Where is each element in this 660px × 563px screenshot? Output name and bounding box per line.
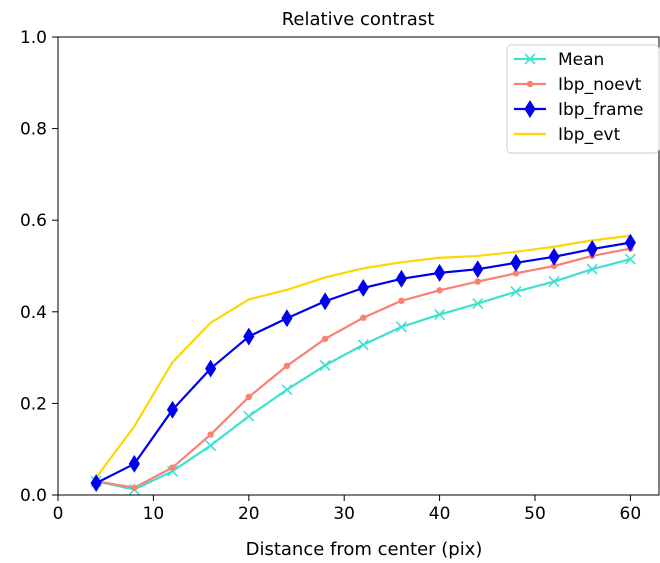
legend-marker-2 bbox=[524, 100, 536, 118]
data-point-0-9 bbox=[434, 308, 446, 321]
legend-label-1: Ibp_noevt bbox=[558, 75, 642, 95]
data-point-2-13 bbox=[586, 240, 598, 258]
data-point-2-4 bbox=[243, 327, 255, 346]
y-tick-label-2: 0.4 bbox=[20, 303, 47, 323]
data-point-2-5 bbox=[281, 309, 293, 328]
chart-title: Relative contrast bbox=[282, 9, 435, 30]
x-tick-label-5: 50 bbox=[524, 504, 546, 524]
data-point-0-3 bbox=[205, 439, 217, 452]
data-point-1-3 bbox=[207, 431, 214, 438]
x-tick-label-1: 10 bbox=[143, 504, 165, 524]
data-point-0-6 bbox=[319, 359, 331, 371]
data-point-2-8 bbox=[395, 269, 408, 288]
y-tick-label-4: 0.8 bbox=[20, 120, 47, 140]
data-point-2-9 bbox=[433, 263, 446, 282]
data-point-2-12 bbox=[548, 247, 560, 266]
data-point-0-8 bbox=[395, 321, 407, 333]
data-point-0-14 bbox=[624, 253, 636, 265]
x-tick-label-6: 60 bbox=[620, 504, 642, 524]
legend-label-3: Ibp_evt bbox=[558, 125, 621, 145]
series-line-3 bbox=[95, 234, 631, 479]
legend-label-0: Mean bbox=[558, 50, 604, 70]
data-point-0-11 bbox=[510, 286, 522, 298]
y-tick-label-3: 0.6 bbox=[20, 211, 47, 231]
y-tick-label-0: 0.0 bbox=[20, 486, 47, 506]
legend-marker-1 bbox=[526, 80, 534, 88]
x-tick-label-4: 40 bbox=[429, 504, 451, 524]
y-axis: 0.0 0.2 0.4 0.6 0.8 1.0 bbox=[20, 28, 58, 506]
data-point-0-5 bbox=[281, 384, 293, 396]
data-point-0-2 bbox=[166, 465, 179, 477]
data-point-2-1 bbox=[128, 454, 140, 473]
data-point-0-10 bbox=[472, 297, 484, 310]
data-point-1-6 bbox=[321, 335, 329, 343]
data-point-0-12 bbox=[548, 276, 560, 288]
x-tick-label-0: 0 bbox=[53, 504, 64, 524]
y-tick-label-1: 0.2 bbox=[20, 394, 47, 414]
legend-frame bbox=[506, 44, 660, 154]
data-point-1-12 bbox=[550, 262, 558, 270]
data-point-2-7 bbox=[357, 279, 369, 297]
data-point-1-5 bbox=[283, 362, 291, 370]
data-point-1-9 bbox=[436, 287, 443, 294]
data-point-2-0 bbox=[90, 474, 102, 493]
data-point-0-4 bbox=[243, 410, 255, 422]
x-axis-label: Distance from center (pix) bbox=[246, 539, 483, 560]
data-point-2-6 bbox=[319, 292, 331, 311]
y-tick-label-5: 1.0 bbox=[20, 28, 47, 48]
x-axis: 0 10 20 30 40 50 60 bbox=[53, 495, 642, 524]
data-point-2-3 bbox=[205, 359, 217, 378]
legend-label-2: Ibp_frame bbox=[558, 100, 644, 120]
data-point-2-2 bbox=[166, 400, 179, 419]
data-point-2-10 bbox=[472, 260, 484, 279]
legend: Mean Ibp_noevt Ibp_frame Ibp_evt bbox=[506, 44, 660, 154]
data-point-1-11 bbox=[512, 270, 520, 277]
data-point-2-14 bbox=[624, 233, 636, 252]
x-tick-label-2: 20 bbox=[238, 504, 260, 524]
plot-lines bbox=[95, 234, 631, 491]
data-point-1-8 bbox=[398, 297, 405, 305]
data-point-1-1 bbox=[131, 484, 138, 491]
plot-markers bbox=[90, 233, 636, 496]
data-point-1-4 bbox=[245, 393, 252, 401]
data-point-1-10 bbox=[474, 278, 481, 285]
data-point-0-7 bbox=[357, 339, 369, 351]
data-point-0-13 bbox=[586, 263, 598, 275]
legend-marker-0 bbox=[524, 53, 536, 65]
data-point-1-7 bbox=[360, 314, 367, 321]
data-point-2-11 bbox=[510, 253, 522, 272]
plot-frame bbox=[57, 36, 660, 496]
x-tick-label-3: 30 bbox=[333, 504, 355, 524]
data-point-1-2 bbox=[169, 464, 176, 471]
